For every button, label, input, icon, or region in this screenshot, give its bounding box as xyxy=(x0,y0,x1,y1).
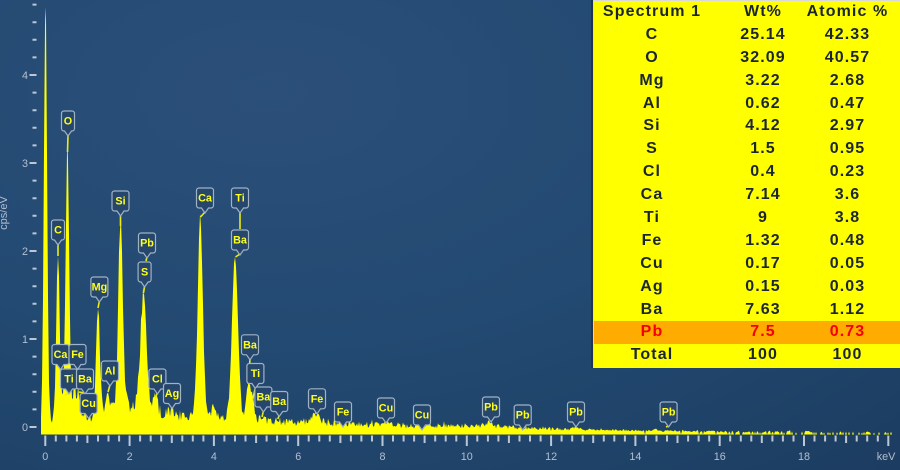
svg-text:Cu: Cu xyxy=(81,398,95,410)
svg-text:Ti: Ti xyxy=(251,368,260,380)
svg-text:4: 4 xyxy=(211,451,217,463)
svg-text:Fe: Fe xyxy=(337,407,350,419)
svg-text:18: 18 xyxy=(798,451,810,463)
svg-text:Ba: Ba xyxy=(272,396,287,408)
svg-text:cps/eV: cps/eV xyxy=(0,196,10,230)
svg-text:0: 0 xyxy=(42,451,48,463)
svg-text:Cu: Cu xyxy=(415,410,429,422)
svg-text:14: 14 xyxy=(629,451,641,463)
svg-text:Mg: Mg xyxy=(92,282,108,294)
svg-text:Ba: Ba xyxy=(78,374,93,386)
svg-text:Ca: Ca xyxy=(54,349,69,361)
svg-text:0: 0 xyxy=(22,422,28,434)
svg-text:Si: Si xyxy=(115,196,125,208)
svg-text:O: O xyxy=(64,116,72,128)
svg-text:keV: keV xyxy=(877,451,896,463)
svg-text:Ba: Ba xyxy=(243,339,258,351)
svg-text:8: 8 xyxy=(379,451,385,463)
svg-text:3: 3 xyxy=(22,158,28,170)
svg-text:Pb: Pb xyxy=(140,238,154,250)
svg-text:16: 16 xyxy=(714,451,726,463)
svg-text:6: 6 xyxy=(295,451,301,463)
svg-text:Ti: Ti xyxy=(235,193,244,205)
svg-text:12: 12 xyxy=(545,451,557,463)
svg-text:Ag: Ag xyxy=(165,388,179,400)
svg-text:Al: Al xyxy=(105,366,116,378)
svg-text:Pb: Pb xyxy=(484,402,498,414)
svg-text:Cl: Cl xyxy=(152,374,163,386)
svg-text:Ti: Ti xyxy=(64,374,73,386)
svg-text:2: 2 xyxy=(127,451,133,463)
svg-text:1: 1 xyxy=(22,334,28,346)
svg-text:Ba: Ba xyxy=(233,235,248,247)
svg-text:10: 10 xyxy=(461,451,473,463)
svg-text:4: 4 xyxy=(22,70,28,82)
svg-text:S: S xyxy=(141,267,148,279)
svg-text:Fe: Fe xyxy=(71,349,84,361)
svg-text:2: 2 xyxy=(22,246,28,258)
svg-text:C: C xyxy=(54,225,62,237)
svg-text:Pb: Pb xyxy=(516,410,530,422)
svg-text:Pb: Pb xyxy=(569,407,583,419)
svg-text:Cu: Cu xyxy=(379,403,393,415)
svg-text:Fe: Fe xyxy=(311,393,324,405)
svg-text:Ba: Ba xyxy=(256,392,271,404)
svg-text:Pb: Pb xyxy=(662,407,676,419)
svg-text:Ca: Ca xyxy=(198,193,213,205)
